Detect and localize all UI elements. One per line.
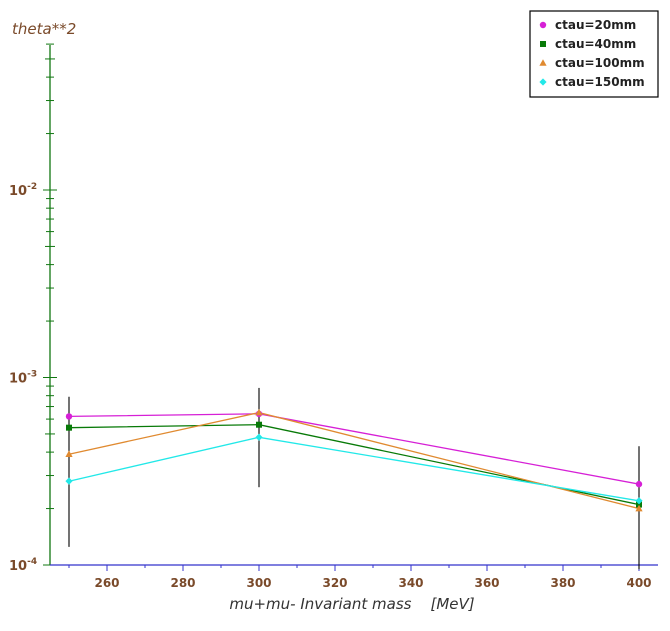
data-point: [256, 421, 262, 428]
legend-marker: [539, 78, 547, 86]
data-point: [65, 450, 73, 457]
legend-marker: [539, 21, 547, 29]
legend-label: ctau=150mm: [555, 75, 645, 89]
data-point: [635, 504, 643, 512]
legend-label: ctau=40mm: [555, 37, 636, 51]
legend-marker: [539, 59, 547, 66]
x-tick-label: 340: [398, 576, 423, 590]
x-tick-label: 280: [170, 576, 195, 590]
legend-label: ctau=20mm: [555, 18, 636, 32]
legend-box: [529, 10, 659, 98]
x-tick-label: 300: [246, 576, 271, 590]
x-axis-label: mu+mu- Invariant mass [MeV]: [229, 595, 474, 613]
data-point: [65, 413, 73, 420]
legend: ctau=20mm ctau=40mm ctau=100mm ctau=150mm: [529, 10, 659, 98]
x-tick-label: 380: [550, 576, 575, 590]
legend-label: ctau=100mm: [555, 56, 645, 70]
data-point: [255, 433, 263, 441]
legend-marker: [540, 41, 546, 47]
y-tick-label: 10-4: [9, 557, 37, 574]
y-tick-label: 10-3: [9, 370, 37, 387]
x-axis: 260 280 300 320 340 360 380 400: [50, 564, 658, 590]
y-axis: 10-4 10-3 10-2: [9, 43, 57, 574]
markers: [65, 408, 643, 512]
data-point: [255, 408, 263, 416]
y-tick-label: 10-2: [9, 182, 37, 199]
data-point: [635, 497, 643, 505]
x-tick-label: 320: [322, 576, 347, 590]
data-point: [66, 424, 72, 431]
data-point: [65, 477, 73, 485]
x-tick-label: 260: [94, 576, 119, 590]
data-point: [635, 480, 643, 488]
x-tick-label: 400: [626, 576, 651, 590]
y-axis-label: theta**2: [12, 20, 76, 38]
data-point: [636, 501, 642, 508]
x-tick-label: 360: [474, 576, 499, 590]
